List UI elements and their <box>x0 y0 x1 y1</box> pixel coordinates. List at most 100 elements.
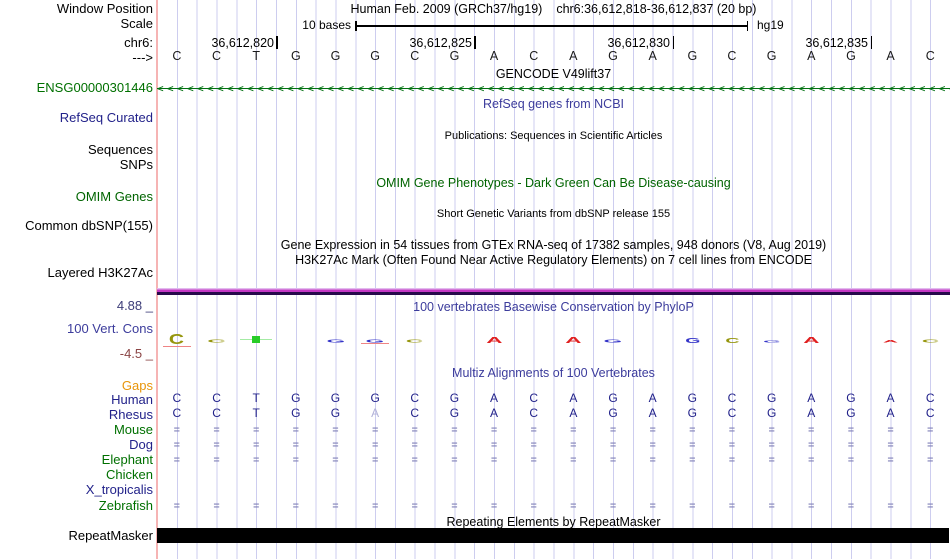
elephant-align-tick: = <box>808 454 815 466</box>
rhesus-base: C <box>212 406 221 420</box>
phylop-glyph: A <box>882 339 899 344</box>
ruler-base[interactable]: A <box>886 49 895 63</box>
h3k27ac-signal-band[interactable] <box>157 288 950 295</box>
dog-align-tick: = <box>609 439 617 451</box>
rhesus-base: A <box>569 406 578 420</box>
ruler-number: 36,612,820 <box>211 36 274 50</box>
ruler-base[interactable]: A <box>648 49 657 63</box>
publications-snps-label[interactable]: SNPs <box>119 157 153 172</box>
assembly-tag: hg19 <box>757 18 784 32</box>
phylop-glyph: C <box>724 336 739 346</box>
phylop-glyph: C <box>157 330 197 350</box>
rhesus-base: A <box>807 406 816 420</box>
human-base: A <box>807 391 816 405</box>
ruler-base[interactable]: C <box>212 49 222 63</box>
ruler-base[interactable]: G <box>766 49 777 63</box>
zebrafish-align-tick: = <box>847 500 854 512</box>
ruler-tick <box>474 36 476 49</box>
dog-align-tick: = <box>927 439 934 451</box>
zebrafish-align-tick: = <box>292 500 299 512</box>
multiz-species-elephant[interactable]: Elephant <box>101 452 153 467</box>
ruler-base[interactable]: C <box>925 49 935 63</box>
elephant-align-tick: = <box>927 454 934 466</box>
ruler-base[interactable]: G <box>687 49 698 63</box>
ruler-base[interactable]: A <box>489 49 499 63</box>
zebrafish-align-tick: = <box>808 500 815 512</box>
elephant-align-tick: = <box>570 454 577 466</box>
rhesus-base: G <box>766 406 777 420</box>
mouse-align-tick: = <box>332 424 339 436</box>
ruler-base[interactable]: A <box>807 49 816 63</box>
repeatmasker-label[interactable]: RepeatMasker <box>68 528 153 543</box>
ruler-base[interactable]: C <box>172 49 182 63</box>
phylop-t-mark <box>252 336 261 343</box>
refseq-curated-label[interactable]: RefSeq Curated <box>59 110 153 125</box>
mouse-align-tick: = <box>173 424 180 436</box>
dbsnp-label[interactable]: Common dbSNP(155) <box>25 218 153 233</box>
phylop-axis-max: 4.88 _ <box>116 298 153 313</box>
ruler-base[interactable]: G <box>290 49 301 63</box>
multiz-species-gaps[interactable]: Gaps <box>121 378 153 393</box>
omim-genes-label[interactable]: OMIM Genes <box>75 189 153 204</box>
phylop-glyph: A <box>485 335 503 346</box>
rhesus-base: G <box>449 406 460 420</box>
multiz-species-dog[interactable]: Dog <box>129 437 153 452</box>
mouse-align-tick: = <box>689 424 696 436</box>
scale-label: Scale <box>120 16 153 31</box>
elephant-align-tick: = <box>649 454 656 466</box>
window-position-value: chr6:36,612,818-36,612,837 (20 bp) <box>556 2 757 16</box>
dog-align-tick: = <box>292 439 299 451</box>
human-base: G <box>687 391 698 405</box>
multiz-species-mouse[interactable]: Mouse <box>113 422 153 437</box>
gencode-gene-label[interactable]: ENSG00000301446 <box>36 80 153 95</box>
multiz-species-zebrafish[interactable]: Zebrafish <box>98 498 153 513</box>
phylop-glyph: G <box>326 338 345 344</box>
zebrafish-align-tick: = <box>887 500 894 512</box>
ruler-base[interactable]: G <box>846 49 856 63</box>
rhesus-base: C <box>172 406 182 420</box>
ruler-base[interactable]: G <box>370 49 380 63</box>
ruler-base[interactable]: G <box>330 49 341 63</box>
zebrafish-align-tick: = <box>570 500 577 512</box>
ruler-base[interactable]: T <box>252 49 260 63</box>
human-base: C <box>925 391 935 405</box>
assembly-name: Human Feb. 2009 (GRCh37/hg19) <box>350 2 543 16</box>
zebrafish-align-tick: = <box>173 500 180 512</box>
scale-bar <box>355 22 748 30</box>
human-base: C <box>410 391 420 405</box>
h3k27ac-label[interactable]: Layered H3K27Ac <box>47 265 153 280</box>
phylop-track-label[interactable]: 100 Vert. Cons <box>67 321 153 336</box>
ruler-base[interactable]: C <box>529 49 539 63</box>
dog-align-tick: = <box>728 439 735 451</box>
mouse-align-tick: = <box>411 424 418 436</box>
elephant-align-tick: = <box>332 454 339 466</box>
ruler-base[interactable]: C <box>727 49 737 63</box>
ruler-base[interactable]: G <box>449 49 460 63</box>
human-base: C <box>172 391 182 405</box>
dog-align-tick: = <box>173 439 180 451</box>
zebrafish-align-tick: = <box>411 500 418 512</box>
phylop-glyph: G <box>355 330 395 350</box>
elephant-align-tick: = <box>253 454 260 466</box>
human-base: A <box>886 391 895 405</box>
strand-label: ---> <box>132 50 153 65</box>
multiz-species-human[interactable]: Human <box>111 392 153 407</box>
zebrafish-align-tick: = <box>530 500 537 512</box>
multiz-species-rhesus[interactable]: Rhesus <box>108 407 153 422</box>
elephant-align-tick: = <box>213 454 220 466</box>
multiz-species-xtropicalis[interactable]: X_tropicalis <box>85 482 153 497</box>
elephant-align-tick: = <box>411 454 418 466</box>
dog-align-tick: = <box>490 439 498 451</box>
gene-strand-arrows[interactable]: <<<<<<<<<<<<<<<<<<<<<<<<<<<<<<<<<<<<<<<<… <box>157 82 950 95</box>
scale-bar-label: 10 bases <box>302 18 351 32</box>
rhesus-base: C <box>727 406 737 420</box>
ruler-base[interactable]: G <box>608 49 618 63</box>
ruler-base[interactable]: C <box>410 49 420 63</box>
ruler-base[interactable]: A <box>569 49 578 63</box>
elephant-align-tick: = <box>530 454 537 466</box>
publications-sequences-label[interactable]: Sequences <box>87 142 153 157</box>
phylop-glyph: A <box>803 335 820 346</box>
mouse-align-tick: = <box>451 424 458 436</box>
multiz-species-chicken[interactable]: Chicken <box>106 467 153 482</box>
repeatmasker-element-bar[interactable] <box>157 528 949 543</box>
